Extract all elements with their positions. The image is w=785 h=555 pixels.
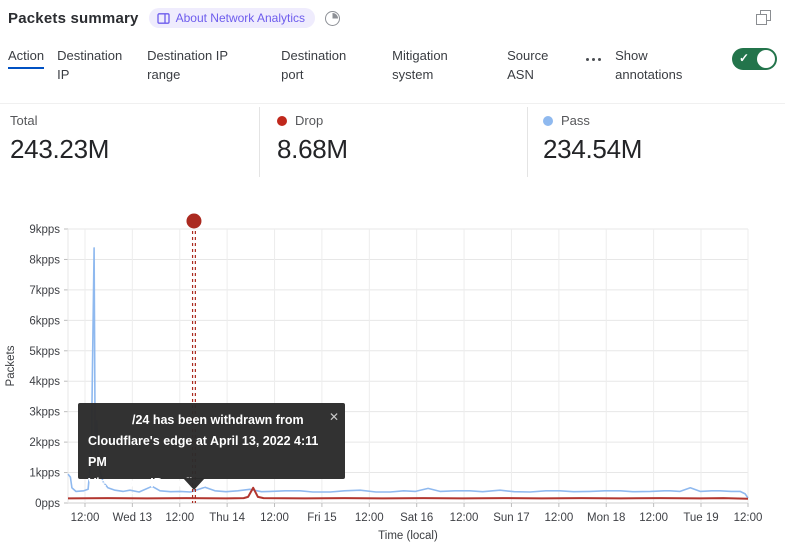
packets-chart-svg: 0pps 1kpps 2kpps 3kpps 4kpps 5kpps 6kpps 7kpps 8…: [5, 213, 762, 542]
tooltip-line2: Cloudflare's edge at April 13, 2022 4:11…: [88, 434, 319, 469]
expand-panel-icon[interactable]: [756, 10, 771, 25]
pass-legend-dot: [543, 115, 553, 126]
x-tick-label: 12:00: [355, 512, 384, 524]
stat-drop-value: 8.68M: [277, 134, 348, 164]
x-tick-label: 12:00: [639, 512, 668, 524]
stat-total-label: Total: [10, 113, 38, 128]
panel-header: Packets summary About Network Analytics: [8, 8, 340, 28]
x-tick-label: Tue 19: [683, 512, 718, 524]
x-axis-title: Time (local): [378, 530, 438, 542]
stat-pass-label: Pass: [561, 113, 590, 128]
x-tick-label: 12:00: [165, 512, 194, 524]
series-drop: [67, 486, 749, 500]
x-tick-label: Fri 15: [307, 512, 336, 524]
check-icon: ✓: [739, 51, 750, 65]
x-tick-label: Wed 13: [113, 512, 152, 524]
page-title: Packets summary: [8, 9, 139, 27]
stat-pass-value: 234.54M: [543, 134, 643, 164]
about-network-analytics-badge[interactable]: About Network Analytics: [148, 8, 315, 28]
y-tick-label: 8kpps: [29, 254, 60, 266]
x-tick-label: 12:00: [450, 512, 479, 524]
x-tick-label: Sun 17: [493, 512, 529, 524]
y-tick-label: 1kpps: [29, 468, 60, 480]
y-tick-label: 7kpps: [29, 285, 60, 297]
packets-chart: 0pps 1kpps 2kpps 3kpps 4kpps 5kpps 6kpps 7kpps 8…: [0, 205, 785, 555]
annotation-dot: [186, 213, 202, 229]
x-tick-label: 12:00: [71, 512, 100, 524]
y-tick-label: 9kpps: [29, 224, 60, 236]
stats-row: Total 243.23M Drop 8.68M Pass 234.54M: [0, 103, 785, 181]
tab-destination-port[interactable]: Destination port: [281, 48, 347, 82]
y-tick-label: 0pps: [35, 498, 60, 510]
about-badge-label: About Network Analytics: [175, 11, 305, 25]
tab-source-asn[interactable]: Source ASN: [507, 48, 549, 82]
chart-annotation-marker[interactable]: [186, 213, 202, 504]
y-tick-label: 3kpps: [29, 407, 60, 419]
x-tick-label: 12:00: [260, 512, 289, 524]
tab-action[interactable]: Action: [8, 46, 45, 69]
x-tick-label: Thu 14: [209, 512, 245, 524]
tooltip-arrow: [183, 478, 205, 490]
close-icon[interactable]: ✕: [328, 410, 339, 424]
stat-pass: Pass 234.54M: [543, 113, 642, 165]
stat-total-value: 243.23M: [10, 134, 110, 164]
clock-icon[interactable]: [325, 10, 340, 26]
view-ip-prefixes-link[interactable]: View your IP prefixes: [88, 475, 214, 494]
x-tick-label: Mon 18: [587, 512, 625, 524]
y-tick-label: 4kpps: [29, 376, 60, 388]
y-tick-label: 2kpps: [29, 437, 60, 449]
book-icon: [156, 12, 170, 24]
x-tick-label: 12:00: [544, 512, 573, 524]
drop-legend-dot: [277, 115, 287, 126]
stat-drop-label: Drop: [295, 113, 324, 128]
x-tick-label: Sat 16: [400, 512, 433, 524]
dimension-tabs: Action Destination IP Destination IP ran…: [8, 46, 777, 84]
tab-mitigation-system[interactable]: Mitigation system: [392, 48, 448, 82]
stat-total: Total 243.23M: [10, 113, 109, 165]
more-options-icon[interactable]: [586, 58, 602, 61]
tab-destination-ip[interactable]: Destination IP: [57, 48, 123, 82]
chart-series: [67, 247, 749, 500]
tab-destination-ip-range[interactable]: Destination IP range: [147, 48, 228, 82]
tooltip-line1: /24 has been withdrawn from: [132, 413, 304, 427]
y-axis-title: Packets: [5, 345, 17, 386]
x-tick-label: 12:00: [734, 512, 763, 524]
series-pass: [67, 247, 749, 499]
y-tick-label: 6kpps: [29, 315, 60, 327]
stat-divider: [527, 107, 528, 177]
show-annotations-toggle[interactable]: ✓: [732, 48, 777, 70]
annotation-tooltip: ✕ /24 has been withdrawn from Cloudflare…: [78, 403, 345, 494]
y-tick-label: 5kpps: [29, 346, 60, 358]
show-annotations-label: Show annotations: [615, 48, 683, 82]
chart-axis-labels: 0pps 1kpps 2kpps 3kpps 4kpps 5kpps 6kpps 7kpps 8…: [5, 224, 762, 542]
stat-divider: [259, 107, 260, 177]
toggle-knob: [757, 50, 775, 68]
stat-drop: Drop 8.68M: [277, 113, 348, 165]
